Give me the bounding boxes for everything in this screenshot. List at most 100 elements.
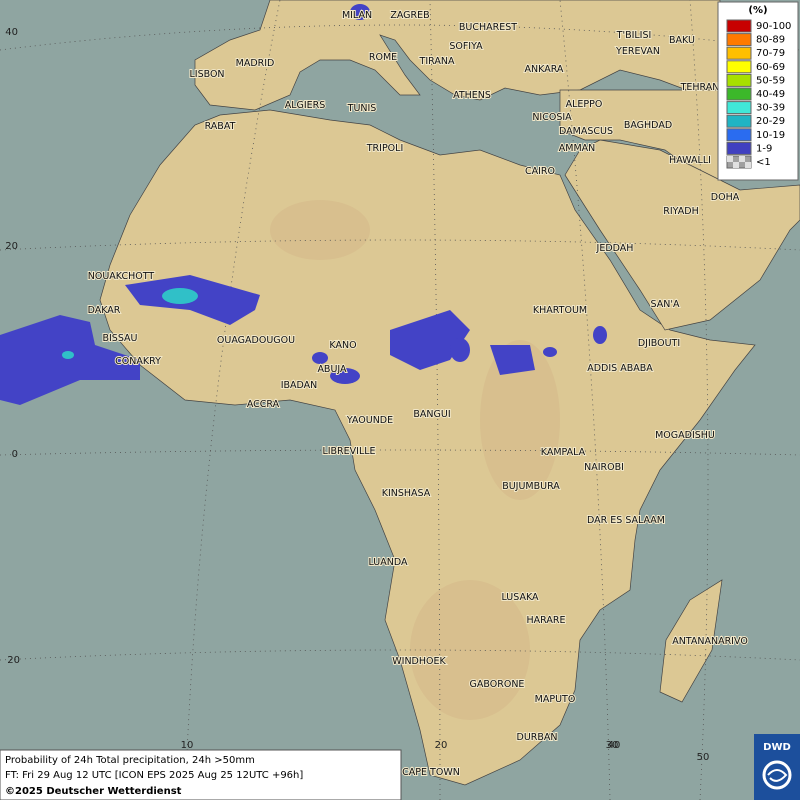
- city-label: TUNIS: [347, 103, 377, 114]
- city-label: MILAN: [342, 10, 372, 21]
- lat-label: 40: [5, 27, 18, 38]
- city-label: JEDDAH: [596, 243, 634, 254]
- legend-swatch-pattern: [727, 156, 751, 168]
- city-label: SOFIYA: [449, 41, 483, 52]
- city-label: BANGUI: [413, 409, 450, 420]
- city-label: ACCRA: [247, 399, 280, 410]
- lon-label: 50: [697, 752, 710, 763]
- city-label: MADRID: [236, 58, 275, 69]
- legend-label: 50-59: [756, 75, 785, 86]
- copyright: ©2025 Deutscher Wetterdienst: [5, 786, 182, 797]
- city-label: RIYADH: [663, 206, 698, 217]
- city-label: YAOUNDE: [346, 415, 393, 426]
- legend-swatch: [726, 73, 752, 87]
- lon-label: 30: [606, 740, 619, 751]
- city-label: NOUAKCHOTT: [88, 271, 155, 282]
- legend-title: (%): [748, 5, 767, 16]
- city-label: DOHA: [711, 192, 740, 203]
- city-label: LUSAKA: [501, 592, 539, 603]
- lat-label: 0: [12, 449, 18, 460]
- city-label: ZAGREB: [390, 10, 429, 21]
- city-label: ALGIERS: [285, 100, 326, 111]
- legend-swatch: [726, 128, 752, 142]
- legend-label: 40-49: [756, 89, 785, 100]
- city-label: RABAT: [205, 121, 236, 132]
- city-label: ATHENS: [453, 90, 491, 101]
- legend-swatch: [726, 141, 752, 155]
- legend-label: 30-39: [756, 103, 785, 114]
- city-label: MOGADISHU: [655, 430, 715, 441]
- city-label: DAR ES SALAAM: [587, 515, 665, 526]
- logo-icon: [767, 769, 788, 782]
- caption-line: FT: Fri 29 Aug 12 UTC [ICON EPS 2025 Aug…: [5, 770, 303, 781]
- city-label: ALEPPO: [566, 99, 603, 110]
- city-label: TEHRAN: [680, 82, 720, 93]
- legend-label: 80-89: [756, 35, 785, 46]
- city-label: DAKAR: [88, 305, 121, 316]
- legend-label: <1: [756, 157, 771, 168]
- city-label: ABUJA: [317, 364, 347, 375]
- legend-swatch: [726, 46, 752, 60]
- lon-label: 40: [608, 740, 621, 751]
- city-label: IBADAN: [281, 380, 318, 391]
- lat-label: 20: [7, 655, 20, 666]
- city-label: NAIROBI: [584, 462, 624, 473]
- city-label: BAKU: [669, 35, 695, 46]
- logo-icon: [762, 760, 792, 790]
- city-label: LISBON: [189, 69, 224, 80]
- legend-label: 1-9: [756, 143, 772, 154]
- city-label: KHARTOUM: [533, 305, 587, 316]
- legend-swatch: [726, 19, 752, 33]
- legend-swatch: [726, 114, 752, 128]
- city-label: CAIRO: [525, 166, 555, 177]
- caption-box: [0, 749, 402, 801]
- city-label: ROME: [369, 52, 397, 63]
- legend-label: 90-100: [756, 21, 791, 32]
- city-label: BISSAU: [102, 333, 137, 344]
- city-label: CONAKRY: [115, 356, 161, 367]
- legend: (%) 90-100 80-89 70-79 60-69 50-59 40-49 30-39…: [717, 1, 799, 181]
- city-label: HARARE: [527, 615, 566, 626]
- city-label: KANO: [329, 340, 356, 351]
- city-label: CAPE TOWN: [402, 767, 460, 778]
- city-label: DURBAN: [517, 732, 558, 743]
- city-labels: MILAN ZAGREB BUCHAREST SOFIYA ROME TIRANA ANKA…: [87, 9, 749, 779]
- city-label: LUANDA: [368, 557, 408, 568]
- legend-swatch: [726, 60, 752, 74]
- lat-label: 20: [5, 241, 18, 252]
- city-label: DJIBOUTI: [638, 338, 680, 349]
- legend-label: 70-79: [756, 48, 785, 59]
- city-label: AMMAN: [559, 143, 596, 154]
- logo: DWD: [763, 742, 791, 753]
- lon-label: 10: [181, 740, 194, 751]
- city-label: BUJUMBURA: [502, 481, 560, 492]
- legend-swatch: [726, 101, 752, 115]
- city-label: LIBREVILLE: [322, 446, 375, 457]
- city-label: SAN'A: [651, 299, 680, 310]
- city-label: HAWALLI: [669, 155, 711, 166]
- legend-label: 20-29: [756, 116, 785, 127]
- city-label: GABORONE: [470, 679, 525, 690]
- city-label: BAGHDAD: [624, 120, 672, 131]
- land: [99, 0, 800, 786]
- city-label: WINDHOEK: [392, 656, 446, 667]
- city-label: BUCHAREST: [459, 22, 517, 33]
- city-label: TRIPOLI: [366, 143, 404, 154]
- city-label: ANTANANARIVO: [672, 636, 748, 647]
- legend-label: 10-19: [756, 130, 785, 141]
- city-label: ANKARA: [525, 64, 564, 75]
- city-label: KAMPALA: [541, 447, 586, 458]
- city-label: ADDIS ABABA: [587, 363, 653, 374]
- city-label: T'BILISI: [616, 30, 652, 41]
- precip-high: [62, 288, 198, 359]
- city-label: OUAGADOUGOU: [217, 335, 295, 346]
- precip: [0, 4, 607, 405]
- lon-label: 20: [435, 740, 448, 751]
- city-label: DAMASCUS: [559, 126, 613, 137]
- caption-line: Probability of 24h Total precipitation, …: [5, 755, 255, 766]
- city-label: KINSHASA: [382, 488, 431, 499]
- legend-label: 60-69: [756, 62, 785, 73]
- city-label: YEREVAN: [615, 46, 660, 57]
